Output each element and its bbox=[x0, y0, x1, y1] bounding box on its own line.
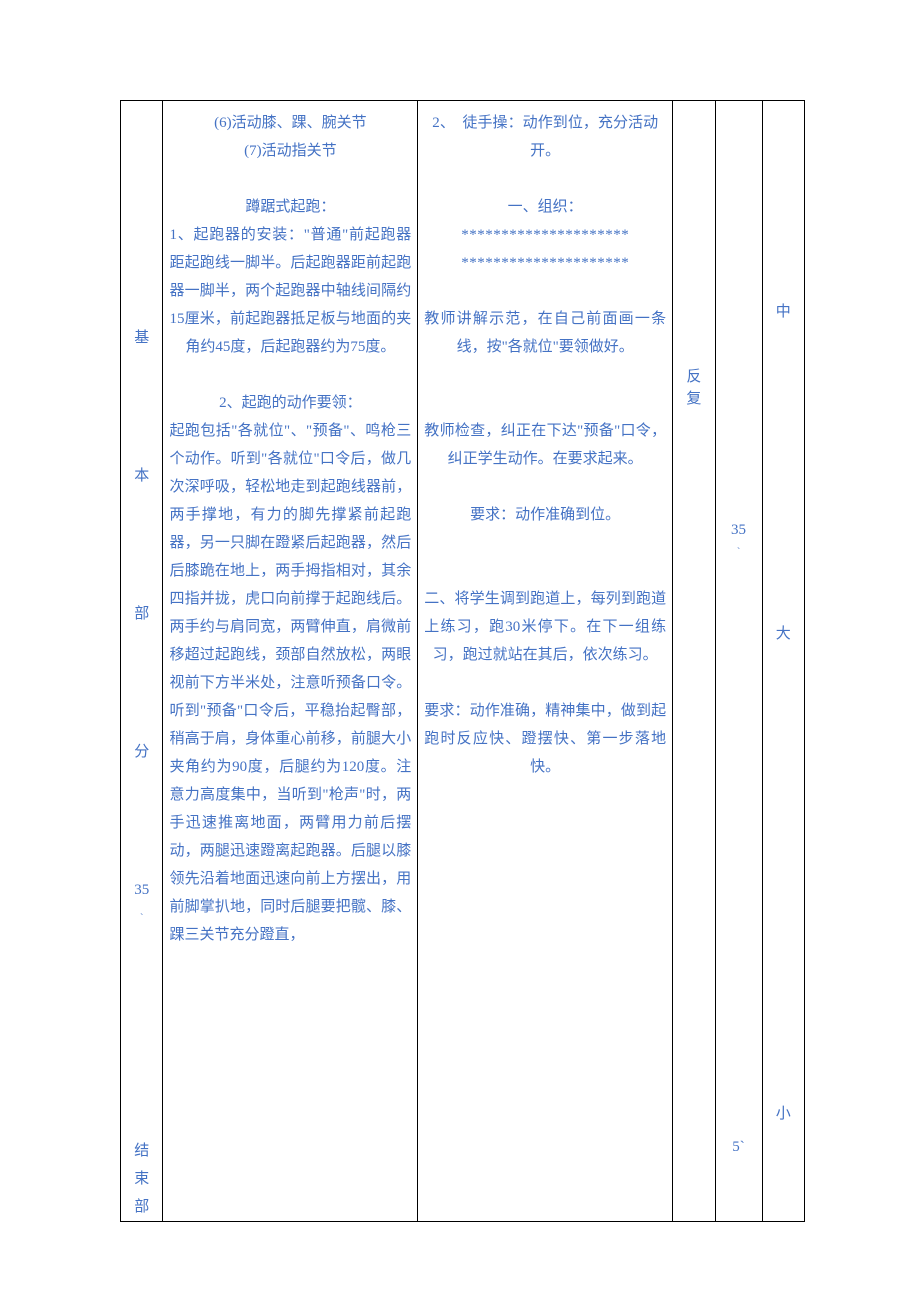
label-ji: 基 bbox=[121, 324, 162, 352]
section-2-body: 二、将学生调到跑道上，每列到跑道上练习，跑30米停下。在下一组练习，跑过就站在其… bbox=[424, 585, 666, 669]
warmup-6: (6)活动膝、踝、腕关节 bbox=[169, 109, 411, 137]
org-title: 一、组织： bbox=[424, 193, 666, 221]
repeat-label: 反 复 bbox=[673, 101, 714, 410]
time-35-col5: 35 bbox=[716, 519, 762, 541]
action-essentials-title: 2、起跑的动作要领： bbox=[169, 389, 411, 417]
fan: 反 bbox=[673, 366, 714, 388]
label-fen: 分 bbox=[121, 738, 162, 766]
label-shu: 束 bbox=[121, 1165, 162, 1193]
label-bu: 部 bbox=[121, 600, 162, 628]
fu: 复 bbox=[673, 388, 714, 410]
crouch-start-body: 1、起跑器的安装："普通"前起跑器距起跑线一脚半。后起跑器距前起跑器一脚半，两个… bbox=[169, 221, 411, 361]
stars-row-1: ********************* bbox=[424, 221, 666, 249]
label-bu2: 部 bbox=[121, 1193, 162, 1221]
time-35-tick: ` bbox=[121, 904, 162, 932]
section-vertical-label: 基 本 部 分 35 ` 结 束 部 bbox=[121, 101, 162, 1221]
freehand-ex: 2、 徒手操：动作到位，充分活动开。 bbox=[424, 109, 666, 165]
repeat-cell: 反 复 bbox=[673, 101, 715, 1222]
lesson-plan-table: 基 本 部 分 35 ` 结 束 部 (6)活动膝、踝、腕关节 (7)活动指关节… bbox=[120, 100, 805, 1222]
label-jie: 结 bbox=[121, 1137, 162, 1165]
intensity-big: 大 bbox=[763, 623, 805, 645]
label-ben: 本 bbox=[121, 462, 162, 490]
intensity-small: 小 bbox=[763, 1103, 805, 1125]
action-essentials-body: 起跑包括"各就位"、"预备"、鸣枪三个动作。听到"各就位"口令后，做几次深呼吸，… bbox=[169, 417, 411, 949]
time-35-tick-col5: ` bbox=[716, 541, 762, 563]
requirement-1: 要求：动作准确到位。 bbox=[424, 501, 666, 529]
time-values: 35 ` 5` bbox=[716, 101, 762, 1158]
section-label-cell: 基 本 部 分 35 ` 结 束 部 bbox=[121, 101, 163, 1222]
crouch-start-title: 蹲踞式起跑： bbox=[169, 193, 411, 221]
intensity-mid: 中 bbox=[763, 101, 805, 323]
stars-row-2: ********************* bbox=[424, 249, 666, 277]
teacher-demo-1: 教师讲解示范，在自己前面画一条线，按"各就位"要领做好。 bbox=[424, 305, 666, 361]
requirement-2: 要求：动作准确，精神集中，做到起跑时反应快、蹬摆快、第一步落地快。 bbox=[424, 697, 666, 781]
intensity-labels: 中 大 小 bbox=[763, 101, 805, 1125]
organization-cell: 2、 徒手操：动作到位，充分活动开。 一、组织： ***************… bbox=[418, 101, 673, 1222]
intensity-cell: 中 大 小 bbox=[762, 101, 805, 1222]
teacher-demo-2: 教师检查，纠正在下达"预备"口令，纠正学生动作。在要求起来。 bbox=[424, 417, 666, 473]
time-cell: 35 ` 5` bbox=[715, 101, 762, 1222]
warmup-7: (7)活动指关节 bbox=[169, 137, 411, 165]
time-35: 35 bbox=[121, 876, 162, 904]
content-cell: (6)活动膝、踝、腕关节 (7)活动指关节 蹲踞式起跑： 1、起跑器的安装："普… bbox=[163, 101, 418, 1222]
time-5: 5` bbox=[716, 1136, 762, 1158]
